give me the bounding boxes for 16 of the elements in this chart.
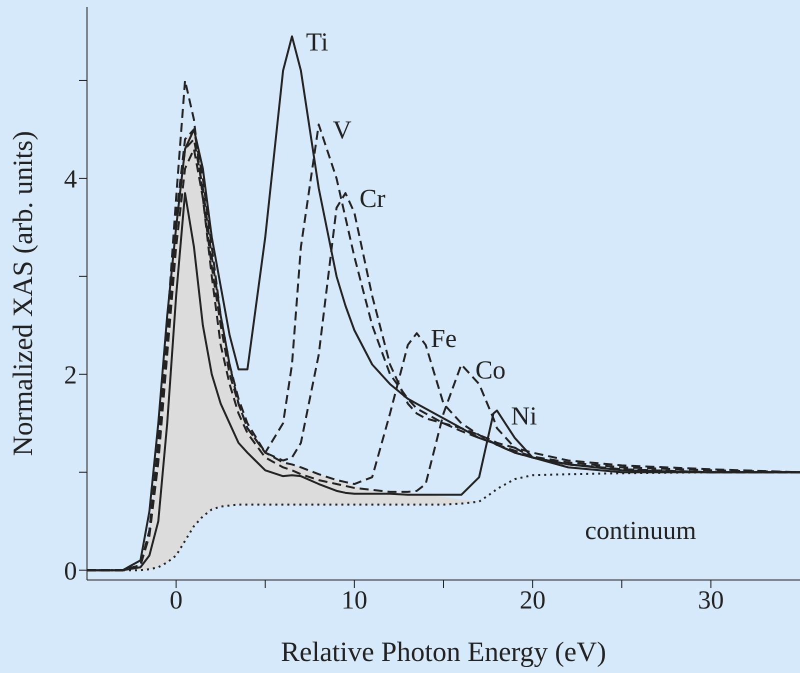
series-label: Fe — [430, 324, 457, 354]
annotation: continuum — [585, 516, 696, 546]
series-label: V — [332, 116, 352, 145]
y-axis-title: Normalized XAS (arb. units) — [8, 130, 39, 456]
series-label: Cr — [359, 184, 386, 214]
series-label: Co — [475, 356, 506, 385]
x-tick-label: 20 — [520, 585, 546, 614]
series-label: Ti — [306, 27, 328, 56]
y-tick-label: 0 — [64, 556, 77, 586]
x-axis-title: Relative Photon Energy (eV) — [280, 637, 606, 668]
x-tick-label: 10 — [341, 585, 368, 614]
series-label: Ni — [510, 402, 537, 431]
x-tick-label: 0 — [170, 585, 183, 614]
x-tick-label: 30 — [698, 585, 724, 614]
y-tick-label: 4 — [64, 164, 77, 194]
y-tick-label: 2 — [64, 360, 77, 390]
